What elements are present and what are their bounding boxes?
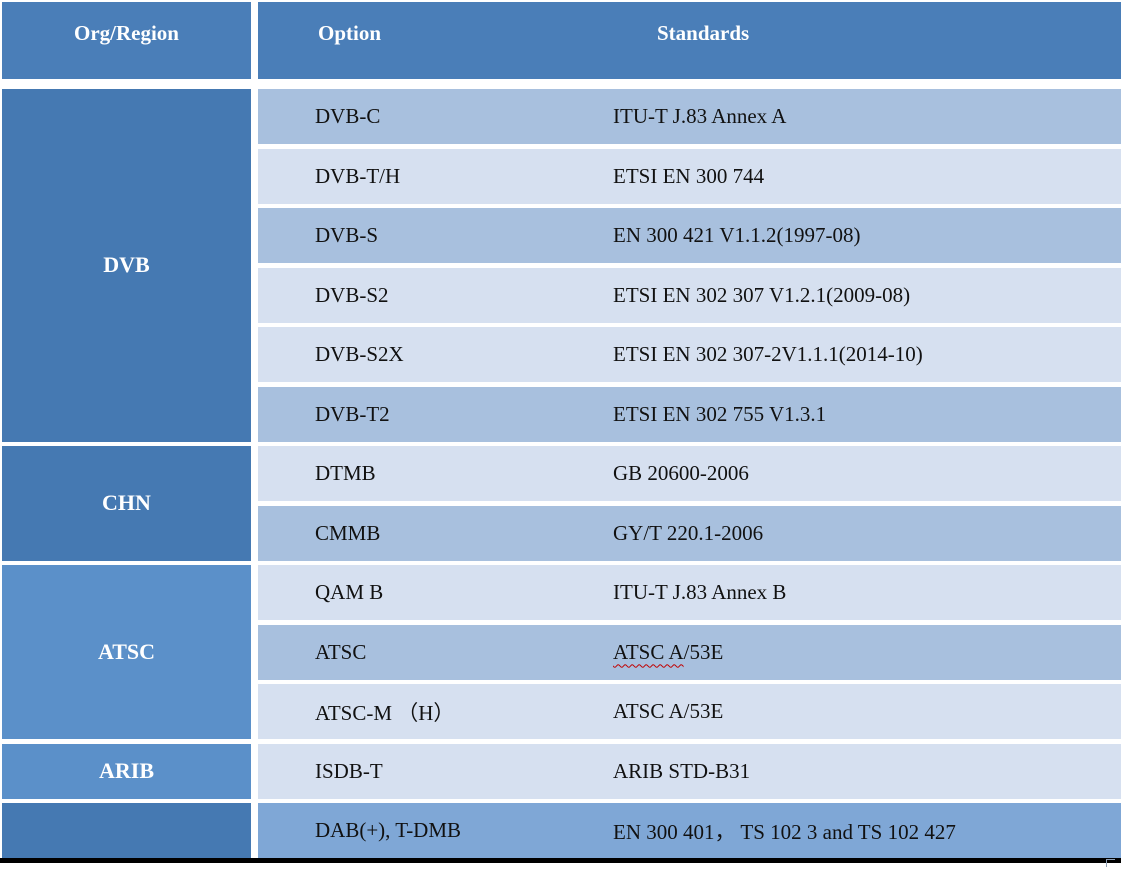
table-row: DTMB GB 20600-2006 [258,446,1121,501]
org-group-cell-empty [2,803,251,858]
standards-cell: ETSI EN 302 755 V1.3.1 [613,401,827,426]
header-label-org-region: Org/Region [74,21,179,45]
table-body: DVB CHN ATSC ARIB DVB-C ITU-T J.83 Annex… [2,89,1121,858]
option-cell: DAB(+), T-DMB [315,818,462,842]
option-cell: DVB-T/H [315,163,401,188]
org-group-cell-dvb: DVB [2,89,251,442]
option-cell: DVB-T2 [315,401,390,426]
option-cell: DVB-C [315,104,381,128]
standards-cell: ETSI EN 300 744 [613,163,765,188]
table-row: ATSC-M （H） ATSC A/53E [258,684,1121,739]
table-row: QAM B ITU-T J.83 Annex B [258,565,1121,620]
standards-cell: ETSI EN 302 307-2V1.1.1(2014-10) [613,342,923,366]
standards-cell: EN 300 421 V1.1.2(1997-08) [613,223,861,247]
table-bottom-border [0,858,1121,863]
standards-cell: ITU-T J.83 Annex A [613,104,787,128]
org-group-cell-chn: CHN [2,446,251,561]
table-row: DAB(+), T-DMB EN 300 401， TS 102 3 and T… [258,803,1121,858]
standards-cell: GY/T 220.1-2006 [613,520,764,545]
org-group-cell-arib: ARIB [2,743,251,799]
option-cell: DVB-S2X [315,342,404,366]
table-row: ATSC ATSC A/53E [258,624,1121,680]
standards-cell: ITU-T J.83 Annex B [613,580,787,604]
spellcheck-underline: ATSC A [613,639,684,664]
table-row: DVB-S2X ETSI EN 302 307-2V1.1.1(2014-10) [258,327,1121,382]
option-cell: ATSC [315,639,367,664]
table-header-row: Org/Region Option Standards [2,2,1121,79]
option-cell: DTMB [315,461,376,485]
table-row: ISDB-T ARIB STD-B31 [258,743,1121,799]
standards-cell: ATSC A/53E [613,640,723,665]
standards-cell: ARIB STD-B31 [613,758,751,783]
table-row: DVB-T/H ETSI EN 300 744 [258,148,1121,204]
org-group-cell-atsc: ATSC [2,565,251,739]
header-cell-org-region: Org/Region [2,2,251,79]
standards-cell: EN 300 401， TS 102 3 and TS 102 427 [613,819,956,844]
header-cell-option-standards: Option Standards [258,2,1121,79]
standards-cell: GB 20600-2006 [613,461,749,485]
table-row: DVB-C ITU-T J.83 Annex A [258,89,1121,144]
table-row: DVB-T2 ETSI EN 302 755 V1.3.1 [258,386,1121,442]
standards-cell: ETSI EN 302 307 V1.2.1(2009-08) [613,282,911,307]
standards-cell: ATSC A/53E [613,699,724,723]
option-cell: QAM B [315,580,384,604]
corner-resize-artifact [1106,859,1115,867]
header-label-option: Option [318,21,382,45]
table-row: DVB-S EN 300 421 V1.1.2(1997-08) [258,208,1121,263]
table-row: DVB-S2 ETSI EN 302 307 V1.2.1(2009-08) [258,267,1121,323]
option-cell: DVB-S [315,223,379,247]
option-cell: ISDB-T [315,758,383,783]
option-cell: CMMB [315,520,381,545]
table-row: CMMB GY/T 220.1-2006 [258,505,1121,561]
option-cell: DVB-S2 [315,282,389,307]
standards-cell-rest: /53E [683,639,724,664]
header-label-standards: Standards [657,21,750,45]
option-cell: ATSC-M （H） [315,700,455,725]
